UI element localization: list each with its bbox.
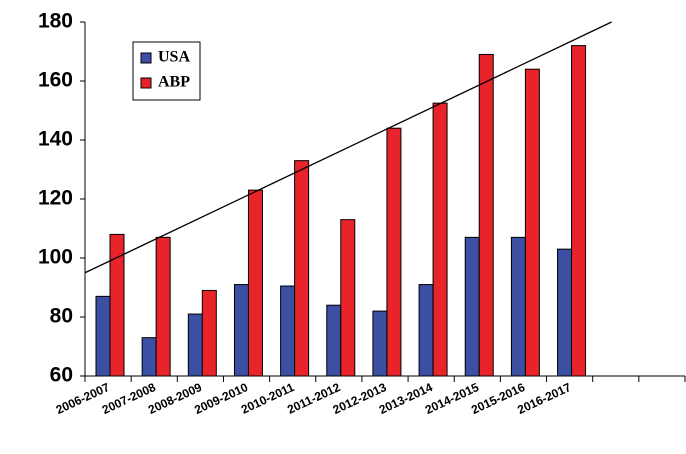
bar [478, 53, 494, 377]
y-tick-label: 180 [38, 10, 73, 33]
bar [155, 236, 171, 377]
y-tick-label: 120 [38, 187, 73, 210]
y-tick-label: 80 [50, 305, 73, 328]
bar [524, 68, 540, 377]
legend-box [132, 41, 201, 101]
bar [510, 236, 526, 377]
legend-label: USA [158, 49, 190, 66]
legend-swatch [140, 77, 152, 89]
bar [571, 45, 587, 377]
bar [557, 248, 573, 377]
bar [432, 102, 448, 377]
bar [280, 285, 296, 377]
legend: USA ABP [132, 41, 201, 101]
y-tick-label: 140 [38, 128, 73, 151]
legend-label: ABP [158, 74, 190, 91]
bar [201, 289, 217, 377]
bar [247, 189, 263, 377]
y-tick-label: 60 [50, 364, 73, 387]
bar [464, 236, 480, 377]
bar [95, 295, 111, 377]
bar [187, 313, 203, 377]
bar [372, 310, 388, 377]
bar [233, 284, 249, 377]
y-tick-label: 160 [38, 69, 73, 92]
y-tick-label: 100 [38, 246, 73, 269]
bar [294, 160, 310, 377]
bar [326, 304, 342, 377]
bar [418, 284, 434, 377]
bar [386, 127, 402, 377]
legend-swatch [140, 52, 152, 64]
bar [340, 219, 356, 377]
bar [141, 337, 157, 377]
trendline [84, 21, 612, 274]
x-tick-label: 2016-2017 [515, 380, 573, 417]
